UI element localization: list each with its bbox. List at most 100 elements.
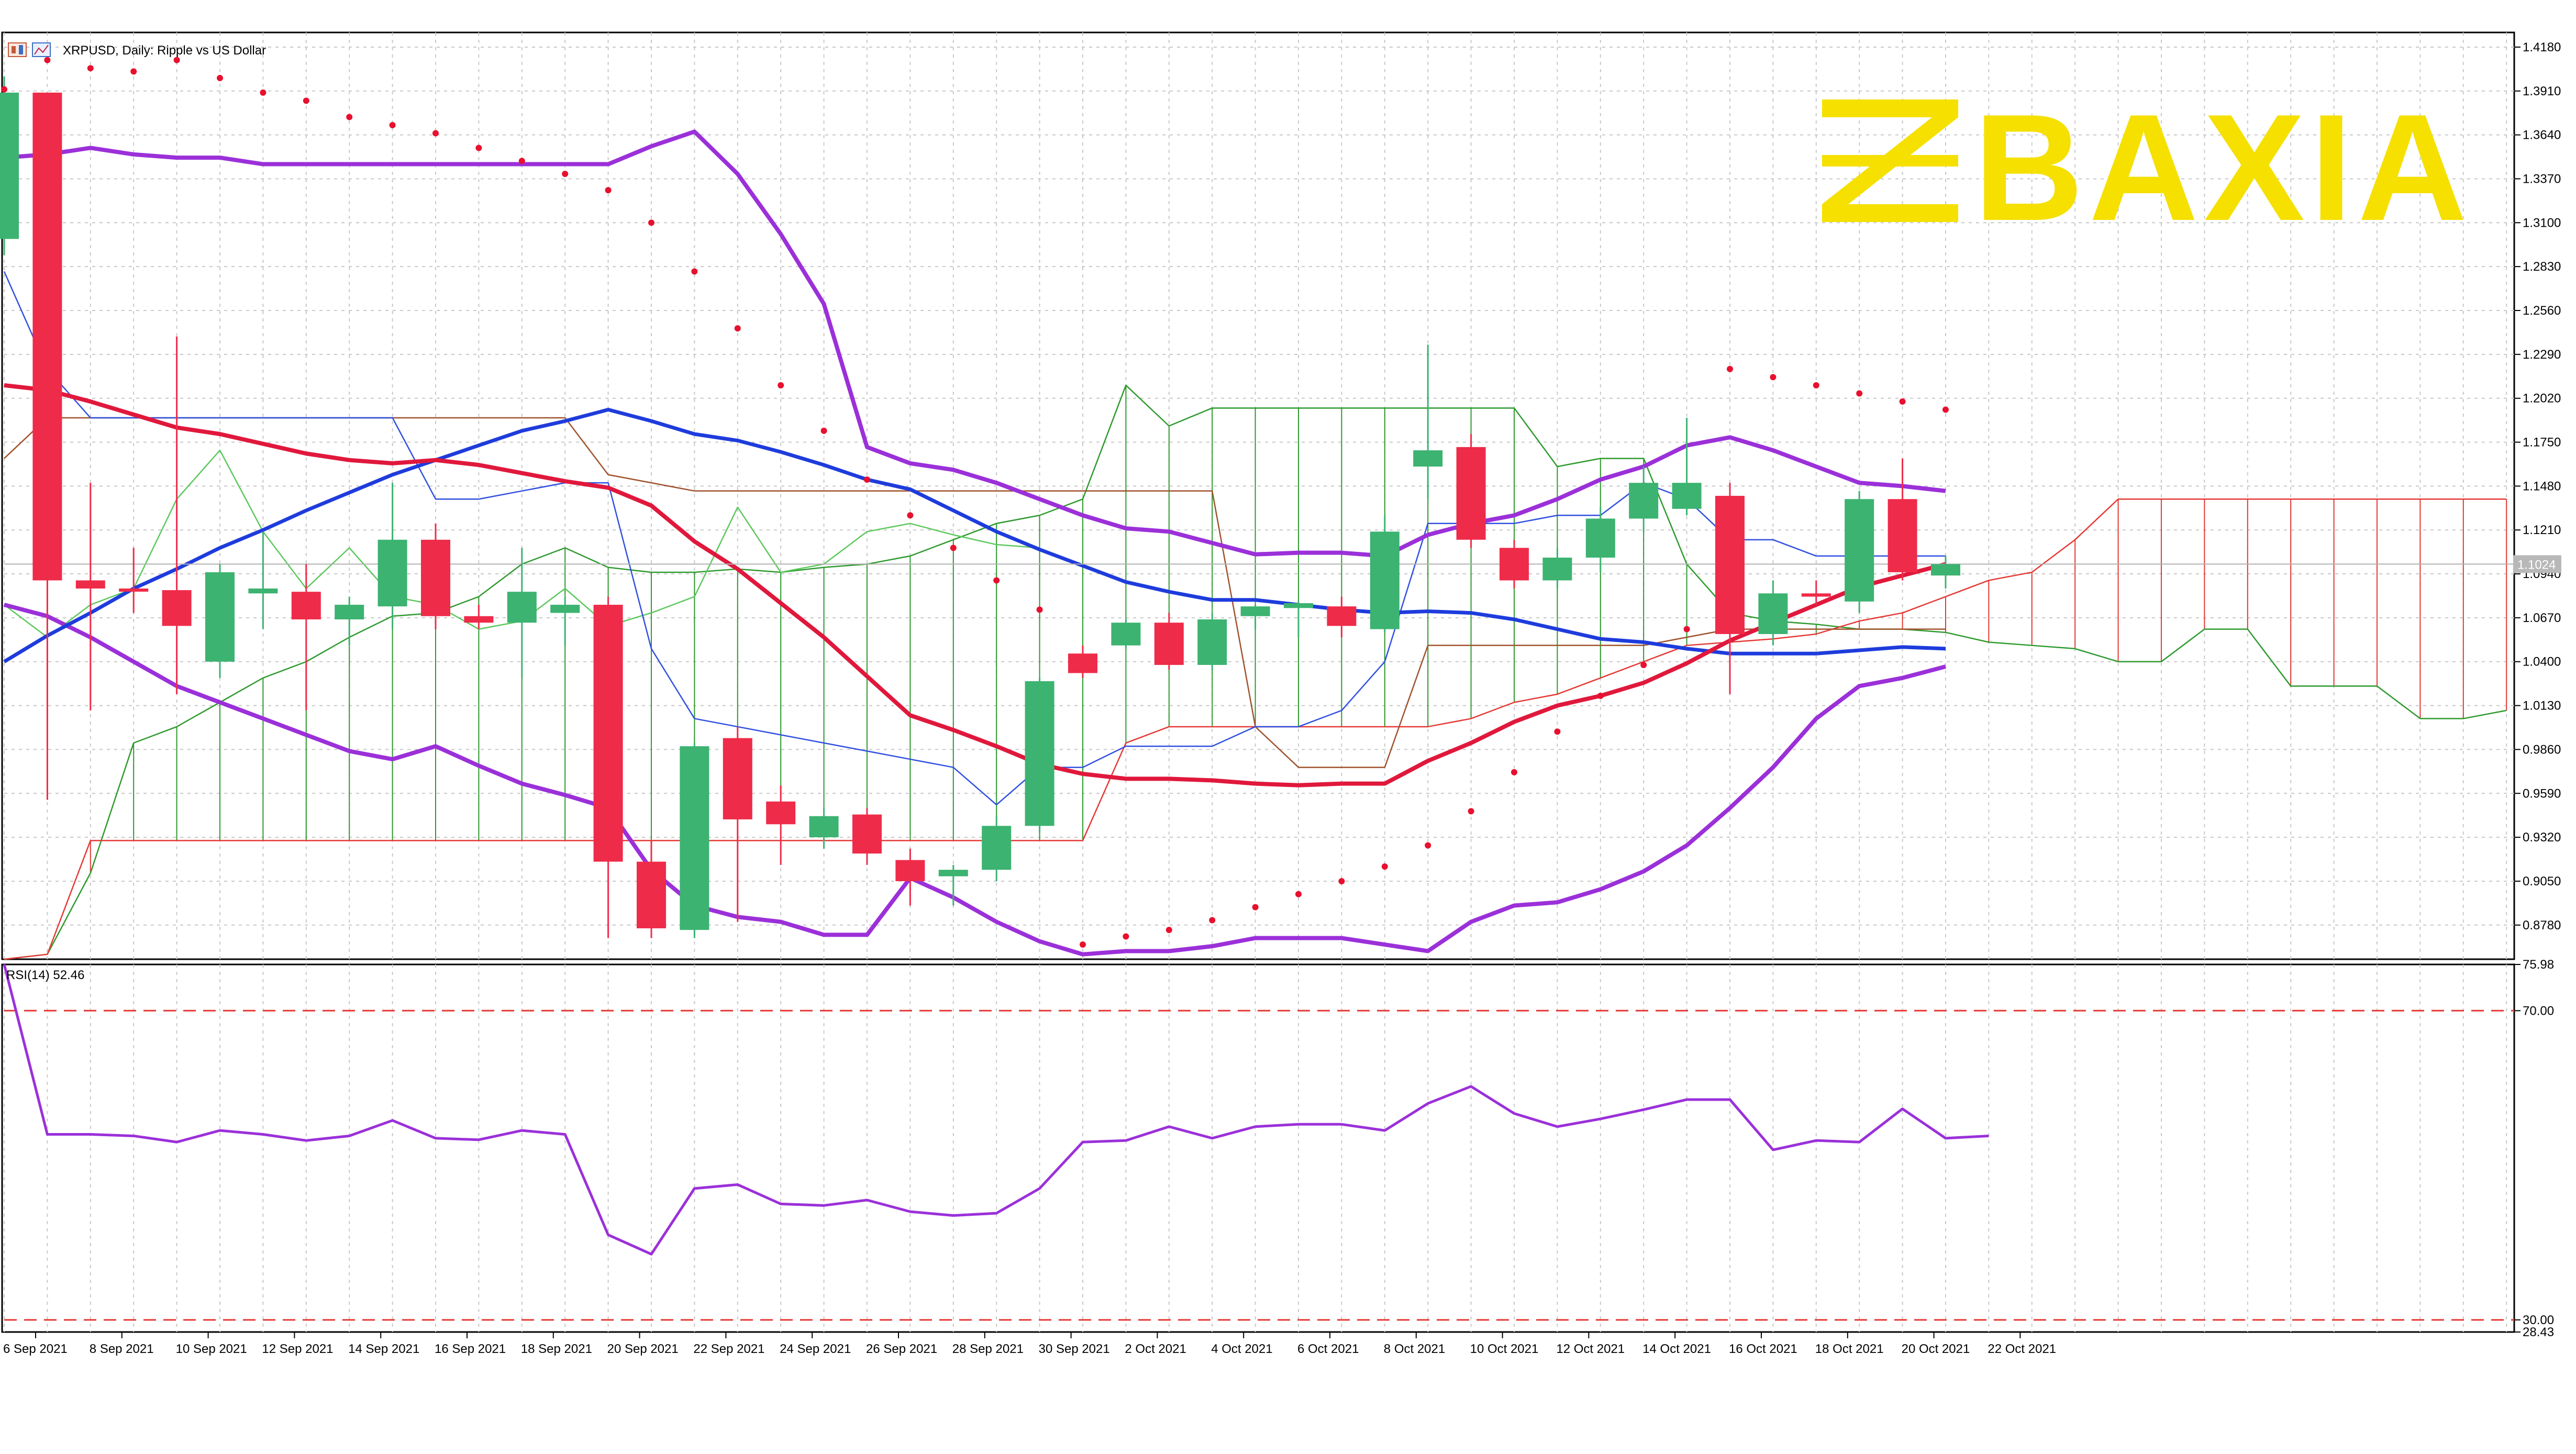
time-tick-label: 18 Sep 2021 xyxy=(521,1342,592,1356)
candle-body xyxy=(1197,619,1227,665)
price-tick-label: 1.3640 xyxy=(2523,128,2561,142)
candle-body xyxy=(852,814,882,854)
sar-dot xyxy=(1295,891,1302,897)
sar-dot xyxy=(778,382,784,389)
time-tick-label: 20 Sep 2021 xyxy=(607,1342,679,1356)
price-tick-label: 1.0130 xyxy=(2523,699,2561,713)
sar-dot xyxy=(1770,374,1776,381)
candle-body xyxy=(637,861,666,928)
time-axis: 6 Sep 2021 8 Sep 2021 10 Sep 2021 12 Sep 20… xyxy=(3,1332,2056,1356)
rsi-tick-label: 70.00 xyxy=(2523,1004,2554,1018)
price-tick-label: 1.0670 xyxy=(2523,611,2561,625)
price-tick-label: 0.9320 xyxy=(2523,830,2561,845)
candle-body xyxy=(723,738,752,819)
sar-dot xyxy=(1,86,7,93)
sar-dot xyxy=(1683,626,1690,632)
candlesticks xyxy=(0,76,1960,938)
time-tick-label: 6 Oct 2021 xyxy=(1297,1342,1359,1356)
indicator-lines xyxy=(3,129,2514,957)
sar-dot xyxy=(820,427,827,434)
candle-body xyxy=(1500,548,1529,581)
candle-body xyxy=(1413,450,1443,467)
sar-dot xyxy=(432,130,439,137)
price-tick-label: 1.2560 xyxy=(2523,304,2561,318)
candle-body xyxy=(507,592,537,623)
time-tick-label: 20 Oct 2021 xyxy=(1902,1342,1970,1356)
price-tick-label: 1.0400 xyxy=(2523,655,2561,669)
candle-body xyxy=(895,860,925,881)
candle-body xyxy=(593,605,623,862)
candle-body xyxy=(205,572,235,662)
time-tick-label: 2 Oct 2021 xyxy=(1125,1342,1186,1356)
current-price-label: 1.1024 xyxy=(2517,558,2556,572)
symbol-label: XRPUSD, Daily: Ripple vs US Dollar xyxy=(63,43,266,58)
bollinger-lower xyxy=(3,603,1947,957)
candle-body xyxy=(1025,681,1054,826)
price-tick-label: 1.2830 xyxy=(2523,260,2561,274)
candle-body xyxy=(680,746,709,930)
baxia-logo-mark xyxy=(1822,99,1958,222)
sar-dot xyxy=(1338,878,1345,884)
time-tick-label: 26 Sep 2021 xyxy=(866,1342,937,1356)
rsi-line xyxy=(3,964,1989,1256)
sar-dot xyxy=(1942,406,1949,413)
sar-dot xyxy=(1468,808,1474,815)
candle-body xyxy=(766,801,796,825)
candle-body xyxy=(1370,531,1400,629)
chart-type-icon[interactable] xyxy=(8,42,27,57)
candle-body xyxy=(119,589,149,592)
sar-dot xyxy=(562,171,569,177)
rsi-label: RSI(14) 52.46 xyxy=(6,968,84,982)
rsi-tick-label: 75.98 xyxy=(2523,958,2554,972)
sar-dot xyxy=(605,187,612,194)
candle-body xyxy=(1629,483,1659,519)
candle-body xyxy=(1715,496,1745,634)
candle-body xyxy=(1068,653,1097,673)
moving-average-slow xyxy=(3,407,1946,663)
time-tick-label: 22 Sep 2021 xyxy=(693,1342,764,1356)
time-tick-label: 28 Sep 2021 xyxy=(952,1342,1024,1356)
time-tick-label: 30 Sep 2021 xyxy=(1039,1342,1110,1356)
candle-body xyxy=(809,816,839,838)
symbol-header: XRPUSD, Daily: Ripple vs US Dollar xyxy=(8,42,266,58)
candle-body xyxy=(32,92,62,581)
baxia-logo: BAXIA xyxy=(1822,83,2467,252)
time-tick-label: 22 Oct 2021 xyxy=(1987,1342,2056,1356)
rsi-tick-label: 30.00 xyxy=(2523,1313,2554,1327)
sar-dot xyxy=(1640,661,1647,668)
time-tick-label: 18 Oct 2021 xyxy=(1815,1342,1884,1356)
time-tick-label: 12 Oct 2021 xyxy=(1556,1342,1625,1356)
candle-body xyxy=(1672,483,1702,509)
parabolic-sar xyxy=(1,57,1949,948)
bollinger-upper xyxy=(4,129,1946,558)
candle-body xyxy=(1456,447,1486,540)
sar-dot xyxy=(87,65,94,72)
time-tick-label: 8 Oct 2021 xyxy=(1384,1342,1445,1356)
candle-body xyxy=(291,592,321,619)
sar-dot xyxy=(1813,382,1819,389)
sar-dot xyxy=(1080,941,1086,948)
candle-body xyxy=(248,589,278,594)
candle-body xyxy=(1111,623,1141,646)
sar-dot xyxy=(1597,692,1604,699)
sar-dot xyxy=(1554,728,1561,735)
sar-dot xyxy=(303,97,309,104)
time-tick-label: 8 Sep 2021 xyxy=(90,1342,154,1356)
current-price-marker: 1.1024 xyxy=(2513,555,2561,573)
price-tick-label: 1.3910 xyxy=(2523,84,2561,98)
price-tick-label: 0.9590 xyxy=(2523,786,2561,801)
sar-dot xyxy=(130,68,137,75)
indicator-icon[interactable] xyxy=(32,42,51,57)
candle-body xyxy=(1801,593,1831,597)
sar-dot xyxy=(950,545,957,551)
price-tick-label: 1.3370 xyxy=(2523,172,2561,186)
candle-body xyxy=(1327,606,1357,626)
sar-dot xyxy=(217,74,223,81)
price-tick-label: 1.1210 xyxy=(2523,523,2561,537)
time-tick-label: 12 Sep 2021 xyxy=(262,1342,333,1356)
price-tick-label: 0.8780 xyxy=(2523,918,2561,933)
candle-body xyxy=(550,605,580,613)
price-tick-label: 0.9050 xyxy=(2523,874,2561,889)
tenkan-sen xyxy=(3,271,1946,806)
